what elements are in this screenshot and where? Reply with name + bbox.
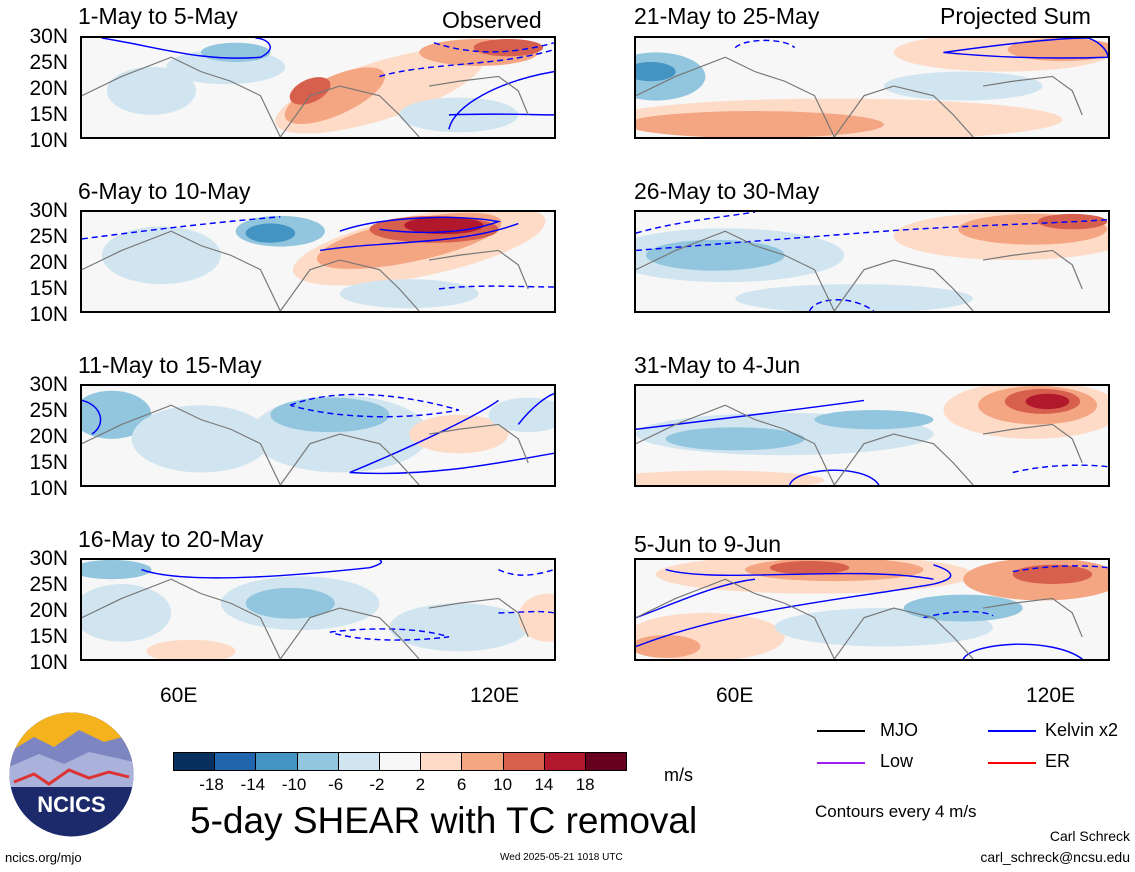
ncics-logo: NCICS	[9, 712, 134, 837]
projected-label: Projected Sum	[940, 3, 1091, 29]
footer-url: ncics.org/mjo	[5, 850, 82, 865]
lat-label: 20N	[29, 599, 68, 622]
lat-label: 25N	[29, 399, 68, 422]
lat-label: 10N	[29, 477, 68, 500]
colorbar-tick-label: 10	[493, 775, 513, 794]
map-panel-2	[80, 210, 556, 313]
footer-timestamp: Wed 2025-05-21 1018 UTC	[500, 852, 623, 863]
panel-title-3: 11-May to 15-May	[78, 352, 262, 378]
colorbar-swatch	[256, 753, 298, 770]
units-label: m/s	[664, 765, 693, 785]
lon-label: 120E	[1026, 684, 1076, 707]
colorbar-swatch	[379, 753, 422, 770]
lat-label: 15N	[29, 625, 68, 648]
legend-mjo-label: MJO	[880, 720, 918, 740]
legend-mjo-line	[817, 730, 865, 732]
lat-label: 25N	[29, 225, 68, 248]
colorbar-tick-label: 18	[575, 775, 595, 794]
colorbar-tick-label: 6	[456, 775, 467, 794]
lon-label: 60E	[716, 684, 754, 707]
colorbar-swatch	[174, 753, 216, 770]
colorbar	[173, 752, 627, 771]
colorbar-tick-label: -2	[369, 775, 385, 794]
map-panel-5	[634, 36, 1110, 139]
colorbar-tick-label: 2	[415, 775, 426, 794]
panel-title-2: 6-May to 10-May	[78, 178, 251, 204]
colorbar-tick-label: -14	[240, 775, 266, 794]
lat-label: 20N	[29, 251, 68, 274]
map-panel-4	[80, 558, 556, 661]
legend-kelvin-label: Kelvin x2	[1045, 720, 1119, 740]
legend-low-line	[817, 762, 865, 764]
colorbar-swatch	[338, 753, 380, 770]
colorbar-tick-label: 14	[534, 775, 554, 794]
colorbar-swatch	[503, 753, 545, 770]
observed-label: Observed	[442, 7, 542, 33]
colorbar-tick-label: -10	[281, 775, 307, 794]
legend-er-label: ER	[1045, 751, 1071, 771]
colorbar-swatch	[297, 753, 339, 770]
panel-title-7: 31-May to 4-Jun	[634, 352, 801, 378]
map-panel-7	[634, 384, 1110, 487]
lat-label: 30N	[29, 199, 68, 222]
main-title: 5-day SHEAR with TC removal	[190, 800, 698, 841]
legend-kelvin-line	[988, 730, 1036, 732]
map-panel-1	[80, 36, 556, 139]
legend-low-label: Low	[880, 751, 914, 771]
colorbar-swatch	[421, 753, 463, 770]
lat-label: 25N	[29, 573, 68, 596]
map-panel-8	[634, 558, 1110, 661]
colorbar-tick-label: -6	[328, 775, 344, 794]
lat-label: 20N	[29, 425, 68, 448]
colorbar-swatch	[215, 753, 257, 770]
lon-label: 60E	[160, 684, 198, 707]
colorbar-swatch	[462, 753, 504, 770]
lat-label: 10N	[29, 303, 68, 326]
map-panel-3	[80, 384, 556, 487]
legend-er-line	[988, 762, 1036, 764]
panel-title-8: 5-Jun to 9-Jun	[634, 531, 782, 557]
colorbar-swatch	[544, 753, 586, 770]
footer-author: Carl Schreck	[1049, 828, 1130, 844]
lat-label: 15N	[29, 103, 68, 126]
colorbar-swatch	[585, 753, 627, 770]
map-panel-6	[634, 210, 1110, 313]
lat-label: 10N	[29, 651, 68, 674]
lat-label: 30N	[29, 25, 68, 48]
lat-label: 15N	[29, 277, 68, 300]
panel-title-6: 26-May to 30-May	[634, 178, 820, 204]
lat-label: 30N	[29, 373, 68, 396]
panel-title-4: 16-May to 20-May	[78, 526, 264, 552]
colorbar-tick-label: -18	[199, 775, 224, 794]
footer-email: carl_schreck@ncsu.edu	[980, 849, 1130, 865]
panel-title-1: 1-May to 5-May	[78, 3, 238, 29]
lon-label: 120E	[470, 684, 520, 707]
lat-label: 30N	[29, 547, 68, 570]
lat-label: 10N	[29, 129, 68, 152]
panel-title-5: 21-May to 25-May	[634, 3, 820, 29]
lat-label: 20N	[29, 77, 68, 100]
lat-label: 15N	[29, 451, 68, 474]
logo-text: NCICS	[37, 792, 105, 817]
contour-note: Contours every 4 m/s	[815, 802, 977, 821]
lat-label: 25N	[29, 51, 68, 74]
